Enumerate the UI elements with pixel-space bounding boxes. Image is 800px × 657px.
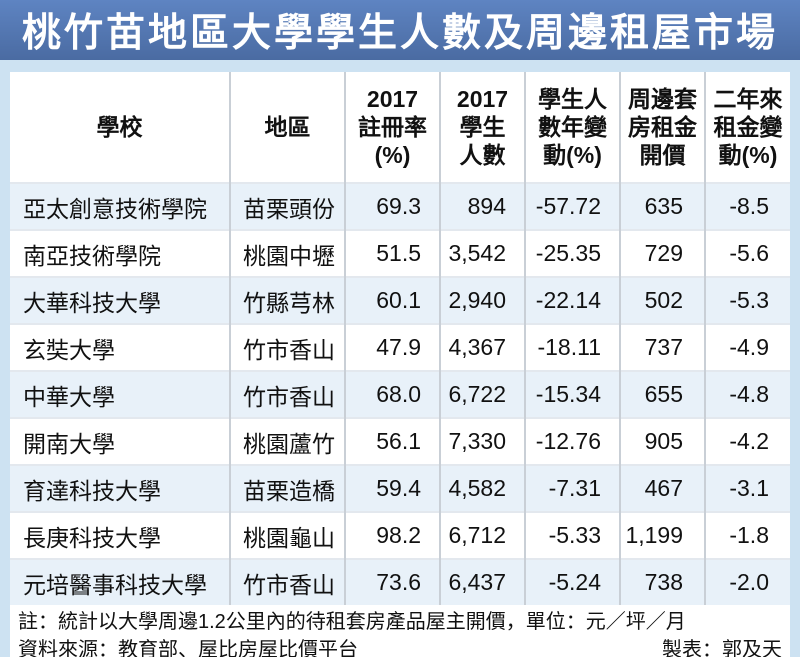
cell-students: 2,940 (439, 276, 525, 324)
col-header-student-change: 學生人 數年變 動(%) (524, 72, 620, 183)
footer-notes: 註：統計以大學周邊1.2公里內的待租套房產品屋主開價，單位：元／坪／月 資料來源… (10, 605, 790, 657)
table-row: 開南大學 桃園蘆竹 56.1 7,330 -12.76 905 -4.2 (10, 417, 790, 465)
table-row: 大華科技大學 竹縣芎林 60.1 2,940 -22.14 502 -5.3 (10, 276, 790, 324)
cell-rent: 738 (619, 558, 705, 605)
cell-region: 苗栗造橋 (229, 464, 345, 512)
cell-rate: 56.1 (344, 417, 440, 465)
cell-students: 4,367 (439, 323, 525, 371)
cell-region: 竹市香山 (229, 558, 345, 605)
cell-region: 桃園龜山 (229, 511, 345, 559)
cell-rate: 73.6 (344, 558, 440, 605)
cell-rent-change: -8.5 (704, 182, 790, 230)
table-row: 元培醫事科技大學 竹市香山 73.6 6,437 -5.24 738 -2.0 (10, 558, 790, 605)
table-row: 中華大學 竹市香山 68.0 6,722 -15.34 655 -4.8 (10, 370, 790, 418)
col-header-registration-rate: 2017 註冊率 (%) (344, 72, 440, 183)
cell-region: 竹市香山 (229, 323, 345, 371)
cell-region: 桃園中壢 (229, 229, 345, 277)
cell-rent: 635 (619, 182, 705, 230)
col-header-rent-price: 周邊套 房租金 開價 (619, 72, 705, 183)
cell-school: 開南大學 (10, 417, 230, 465)
title-bar: 桃竹苗地區大學學生人數及周邊租屋市場 (0, 0, 800, 60)
cell-rent: 467 (619, 464, 705, 512)
cell-students: 7,330 (439, 417, 525, 465)
col-header-rent-change: 二年來 租金變 動(%) (704, 72, 790, 183)
table-body: 亞太創意技術學院 苗栗頭份 69.3 894 -57.72 635 -8.5 南… (10, 182, 790, 605)
cell-students: 6,712 (439, 511, 525, 559)
university-rent-table: 學校 地區 2017 註冊率 (%) 2017 學生 人數 學生人 數年變 動(… (10, 72, 790, 605)
cell-students: 4,582 (439, 464, 525, 512)
col-header-region: 地區 (229, 72, 345, 183)
data-source-text: 資料來源：教育部、屋比房屋比價平台 (18, 639, 358, 657)
source-line: 資料來源：教育部、屋比房屋比價平台 製表：郭及天 (18, 636, 782, 657)
cell-rent: 729 (619, 229, 705, 277)
cell-rent: 905 (619, 417, 705, 465)
cell-rent-change: -4.9 (704, 323, 790, 371)
cell-rate: 51.5 (344, 229, 440, 277)
table-row: 亞太創意技術學院 苗栗頭份 69.3 894 -57.72 635 -8.5 (10, 182, 790, 230)
cell-students: 894 (439, 182, 525, 230)
note-text: 註：統計以大學周邊1.2公里內的待租套房產品屋主開價，單位：元／坪／月 (18, 611, 686, 633)
cell-rent-change: -5.6 (704, 229, 790, 277)
cell-school: 育達科技大學 (10, 464, 230, 512)
cell-students: 3,542 (439, 229, 525, 277)
cell-rate: 59.4 (344, 464, 440, 512)
page-title: 桃竹苗地區大學學生人數及周邊租屋市場 (21, 12, 778, 55)
cell-rent: 502 (619, 276, 705, 324)
table-row: 育達科技大學 苗栗造橋 59.4 4,582 -7.31 467 -3.1 (10, 464, 790, 512)
cell-change: -5.33 (524, 511, 620, 559)
cell-change: -12.76 (524, 417, 620, 465)
cell-students: 6,437 (439, 558, 525, 605)
cell-school: 亞太創意技術學院 (10, 182, 230, 230)
cell-school: 玄奘大學 (10, 323, 230, 371)
cell-rate: 60.1 (344, 276, 440, 324)
table-row: 玄奘大學 竹市香山 47.9 4,367 -18.11 737 -4.9 (10, 323, 790, 371)
cell-change: -57.72 (524, 182, 620, 230)
cell-change: -22.14 (524, 276, 620, 324)
cell-rent-change: -3.1 (704, 464, 790, 512)
col-header-student-count: 2017 學生 人數 (439, 72, 525, 183)
cell-region: 桃園蘆竹 (229, 417, 345, 465)
cell-rent-change: -1.8 (704, 511, 790, 559)
table-row: 南亞技術學院 桃園中壢 51.5 3,542 -25.35 729 -5.6 (10, 229, 790, 277)
cell-rate: 47.9 (344, 323, 440, 371)
cell-rent-change: -4.2 (704, 417, 790, 465)
cell-school: 大華科技大學 (10, 276, 230, 324)
table-row: 長庚科技大學 桃園龜山 98.2 6,712 -5.33 1,199 -1.8 (10, 511, 790, 559)
col-header-school: 學校 (10, 72, 230, 183)
table-header: 學校 地區 2017 註冊率 (%) 2017 學生 人數 學生人 數年變 動(… (10, 72, 790, 183)
cell-school: 中華大學 (10, 370, 230, 418)
cell-change: -5.24 (524, 558, 620, 605)
cell-school: 長庚科技大學 (10, 511, 230, 559)
header-row: 學校 地區 2017 註冊率 (%) 2017 學生 人數 學生人 數年變 動(… (10, 72, 790, 183)
cell-rent: 737 (619, 323, 705, 371)
cell-change: -15.34 (524, 370, 620, 418)
cell-region: 竹市香山 (229, 370, 345, 418)
cell-rate: 69.3 (344, 182, 440, 230)
data-table-container: 學校 地區 2017 註冊率 (%) 2017 學生 人數 學生人 數年變 動(… (10, 72, 790, 605)
cell-school: 南亞技術學院 (10, 229, 230, 277)
cell-rent-change: -4.8 (704, 370, 790, 418)
cell-rate: 68.0 (344, 370, 440, 418)
cell-change: -18.11 (524, 323, 620, 371)
cell-rate: 98.2 (344, 511, 440, 559)
cell-rent-change: -2.0 (704, 558, 790, 605)
credit-text: 製表：郭及天 (662, 639, 782, 657)
cell-school: 元培醫事科技大學 (10, 558, 230, 605)
cell-rent: 1,199 (619, 511, 705, 559)
cell-region: 苗栗頭份 (229, 182, 345, 230)
cell-region: 竹縣芎林 (229, 276, 345, 324)
cell-rent: 655 (619, 370, 705, 418)
cell-change: -25.35 (524, 229, 620, 277)
cell-students: 6,722 (439, 370, 525, 418)
cell-rent-change: -5.3 (704, 276, 790, 324)
cell-change: -7.31 (524, 464, 620, 512)
